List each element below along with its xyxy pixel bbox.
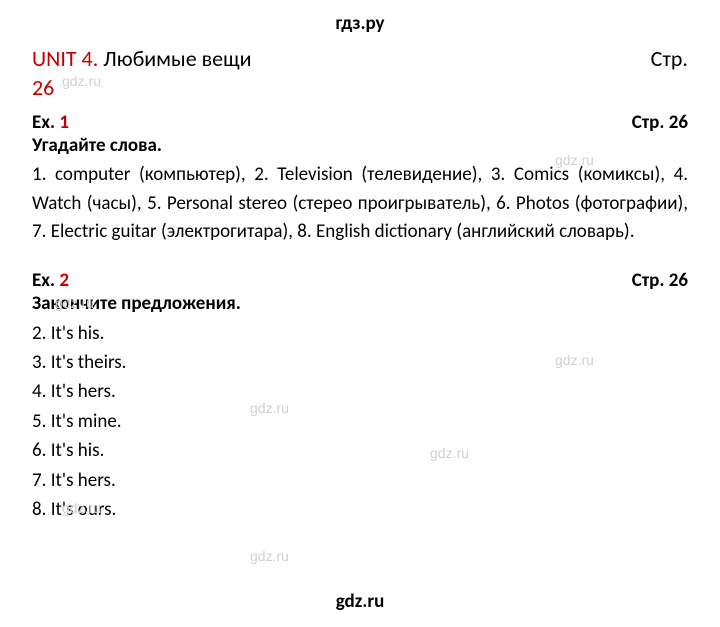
- unit-header: UNIT 4. Любимые вещи Стр.: [32, 45, 688, 72]
- ex1-header: Ex. 1 Стр. 26: [32, 111, 688, 134]
- ex2-label-num: 2: [59, 269, 69, 292]
- ex2-label-prefix: Ex.: [32, 269, 55, 292]
- footer-logo: gdz.ru: [0, 590, 720, 613]
- ex1-label: Ex. 1: [32, 111, 69, 134]
- list-item: 7. It's hers.: [32, 466, 688, 495]
- watermark: gdz.ru: [250, 548, 289, 564]
- ex1-page-ref: Стр. 26: [632, 111, 688, 134]
- ex1-label-num: 1: [59, 111, 69, 134]
- unit-title-text: Любимые вещи: [103, 45, 251, 72]
- unit-number: 26: [32, 74, 688, 101]
- ex1-body: 1. computer (компьютер), 2. Television (…: [32, 161, 688, 247]
- list-item: 3. It's theirs.: [32, 348, 688, 377]
- ex1-label-prefix: Ex.: [32, 111, 55, 134]
- list-item: 4. It's hers.: [32, 377, 688, 406]
- ex2-list: 2. It's his. 3. It's theirs. 4. It's her…: [32, 319, 688, 525]
- ex2-label: Ex. 2: [32, 269, 69, 292]
- ex1-instruction: Угадайте слова.: [32, 134, 688, 157]
- ex2-instruction: Закончите предложения.: [32, 292, 688, 315]
- list-item: 6. It's his.: [32, 436, 688, 465]
- list-item: 5. It's mine.: [32, 407, 688, 436]
- list-item: 2. It's his.: [32, 319, 688, 348]
- unit-prefix: UNIT 4.: [32, 45, 98, 72]
- ex2-page-ref: Стр. 26: [632, 269, 688, 292]
- unit-title: UNIT 4. Любимые вещи: [32, 45, 251, 72]
- ex2-header: Ex. 2 Стр. 26: [32, 269, 688, 292]
- site-logo: гдз.ру: [32, 12, 688, 35]
- list-item: 8. It's ours.: [32, 495, 688, 524]
- page-ref: Стр.: [651, 45, 688, 72]
